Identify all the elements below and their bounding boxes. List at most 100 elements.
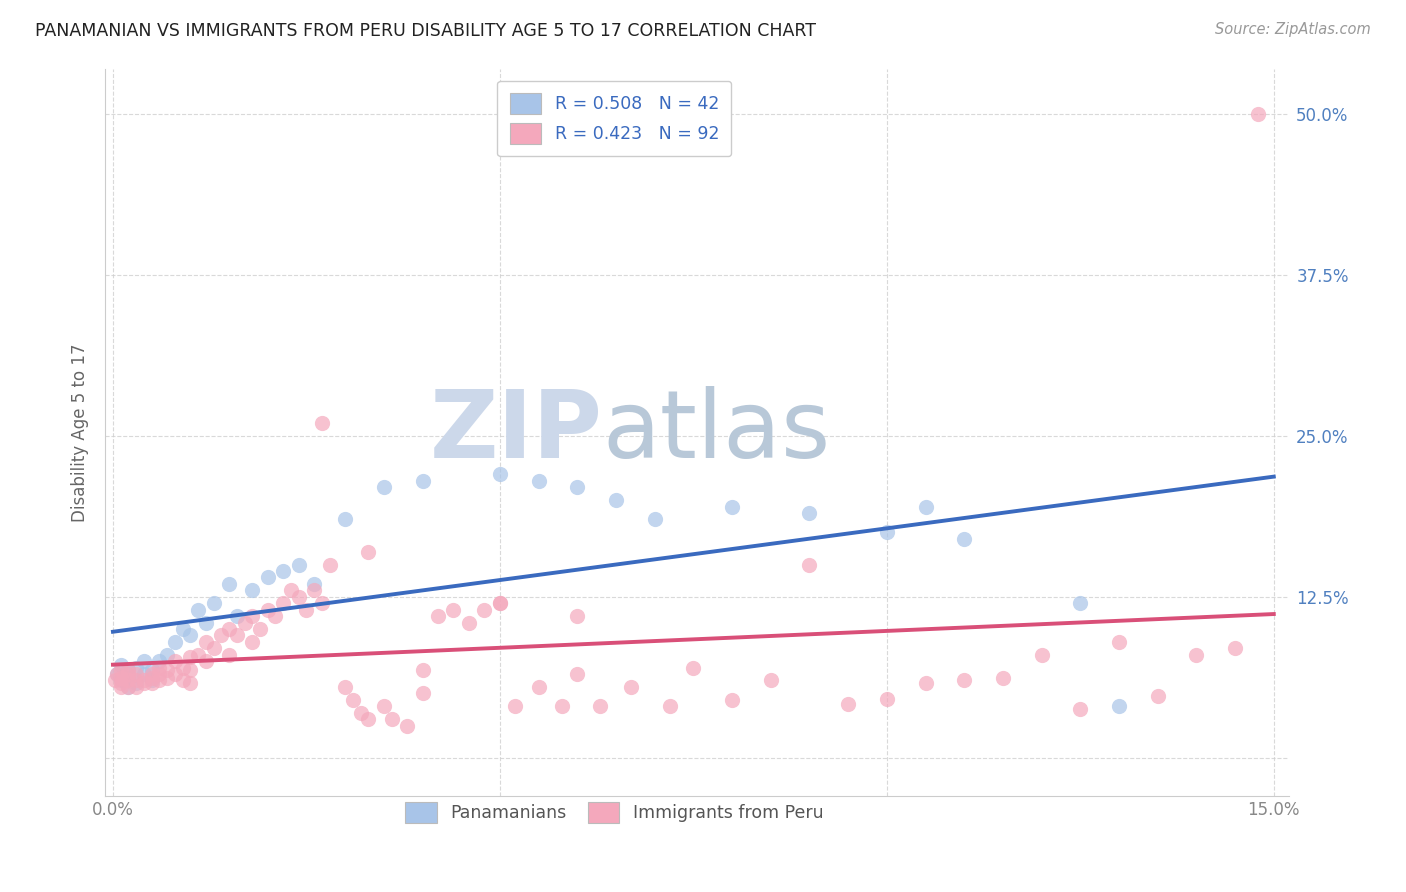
- Point: [357, 712, 380, 726]
- Point: [172, 622, 194, 636]
- Point: [489, 596, 512, 610]
- Point: [194, 654, 217, 668]
- Point: [991, 671, 1014, 685]
- Point: [104, 673, 127, 688]
- Point: [172, 673, 194, 688]
- Text: PANAMANIAN VS IMMIGRANTS FROM PERU DISABILITY AGE 5 TO 17 CORRELATION CHART: PANAMANIAN VS IMMIGRANTS FROM PERU DISAB…: [35, 22, 815, 40]
- Point: [125, 673, 148, 688]
- Point: [1146, 689, 1168, 703]
- Point: [125, 680, 148, 694]
- Point: [1069, 596, 1091, 610]
- Point: [105, 667, 128, 681]
- Point: [349, 706, 371, 720]
- Point: [1108, 699, 1130, 714]
- Point: [141, 673, 163, 688]
- Point: [225, 628, 247, 642]
- Point: [110, 676, 132, 690]
- Point: [240, 583, 263, 598]
- Point: [110, 673, 132, 688]
- Point: [187, 602, 209, 616]
- Point: [567, 667, 589, 681]
- Point: [156, 648, 179, 662]
- Point: [163, 654, 186, 668]
- Text: Source: ZipAtlas.com: Source: ZipAtlas.com: [1215, 22, 1371, 37]
- Point: [194, 615, 217, 630]
- Point: [148, 667, 170, 681]
- Point: [110, 680, 132, 694]
- Point: [218, 577, 240, 591]
- Point: [117, 673, 139, 688]
- Point: [132, 673, 155, 688]
- Point: [342, 693, 364, 707]
- Point: [172, 660, 194, 674]
- Point: [318, 558, 340, 572]
- Point: [110, 671, 132, 685]
- Point: [589, 699, 612, 714]
- Point: [148, 660, 170, 674]
- Point: [132, 667, 155, 681]
- Point: [527, 474, 550, 488]
- Point: [489, 596, 512, 610]
- Point: [551, 699, 574, 714]
- Point: [953, 673, 976, 688]
- Point: [799, 558, 821, 572]
- Point: [225, 609, 247, 624]
- Point: [148, 673, 170, 688]
- Point: [953, 532, 976, 546]
- Point: [179, 628, 201, 642]
- Point: [240, 609, 263, 624]
- Point: [1223, 641, 1246, 656]
- Point: [427, 609, 450, 624]
- Point: [209, 628, 232, 642]
- Point: [256, 570, 278, 584]
- Point: [620, 680, 643, 694]
- Point: [799, 506, 821, 520]
- Point: [125, 667, 148, 681]
- Point: [141, 663, 163, 677]
- Y-axis label: Disability Age 5 to 17: Disability Age 5 to 17: [72, 343, 89, 522]
- Point: [156, 671, 179, 685]
- Point: [412, 686, 434, 700]
- Point: [682, 660, 704, 674]
- Point: [141, 671, 163, 685]
- Point: [110, 663, 132, 677]
- Point: [179, 663, 201, 677]
- Point: [311, 416, 333, 430]
- Point: [105, 667, 128, 681]
- Point: [489, 467, 512, 482]
- Point: [187, 648, 209, 662]
- Point: [256, 602, 278, 616]
- Point: [302, 583, 325, 598]
- Point: [1185, 648, 1208, 662]
- Point: [141, 667, 163, 681]
- Point: [179, 676, 201, 690]
- Point: [914, 500, 936, 514]
- Point: [218, 648, 240, 662]
- Point: [117, 667, 139, 681]
- Point: [412, 474, 434, 488]
- Point: [194, 635, 217, 649]
- Legend: Panamanians, Immigrants from Peru: Panamanians, Immigrants from Peru: [394, 789, 835, 835]
- Point: [333, 680, 356, 694]
- Point: [876, 525, 898, 540]
- Point: [837, 697, 859, 711]
- Point: [218, 622, 240, 636]
- Point: [271, 564, 294, 578]
- Point: [287, 590, 309, 604]
- Point: [132, 676, 155, 690]
- Point: [233, 615, 256, 630]
- Point: [474, 602, 496, 616]
- Point: [567, 609, 589, 624]
- Point: [721, 693, 744, 707]
- Point: [357, 544, 380, 558]
- Point: [380, 712, 402, 726]
- Point: [605, 493, 627, 508]
- Point: [280, 583, 302, 598]
- Point: [202, 641, 225, 656]
- Point: [527, 680, 550, 694]
- Point: [443, 602, 465, 616]
- Point: [163, 635, 186, 649]
- Point: [1069, 702, 1091, 716]
- Point: [141, 676, 163, 690]
- Text: ZIP: ZIP: [430, 386, 603, 478]
